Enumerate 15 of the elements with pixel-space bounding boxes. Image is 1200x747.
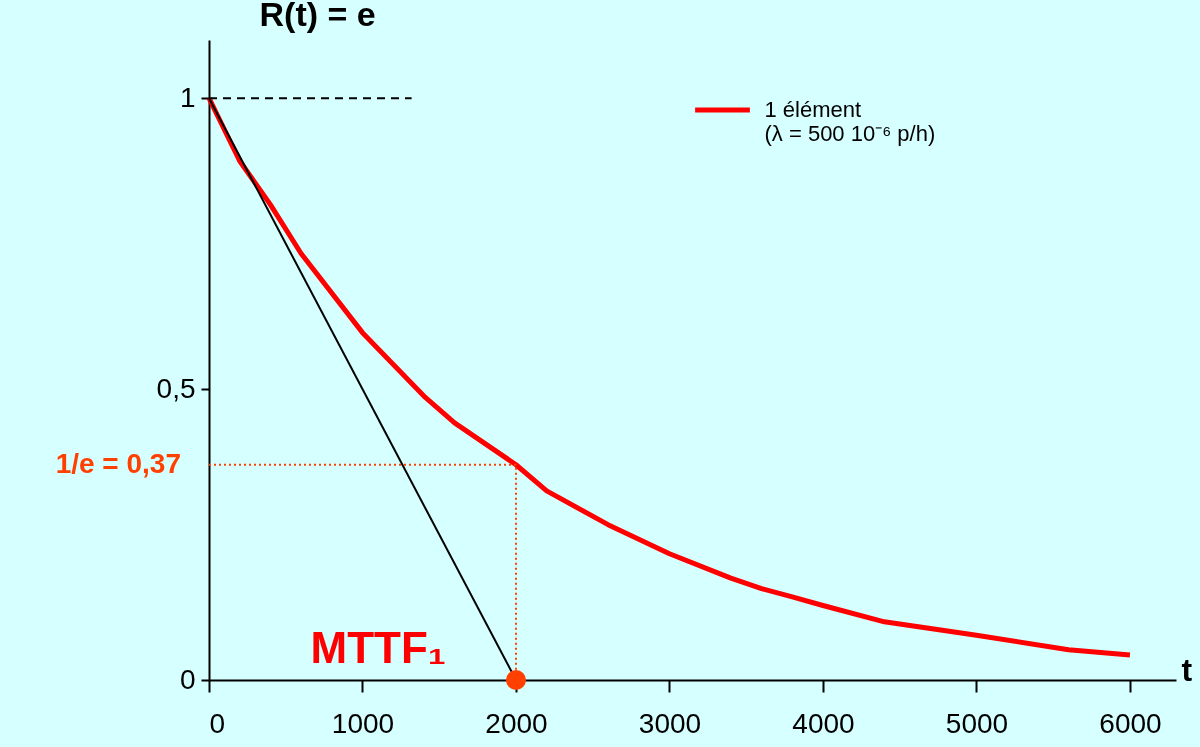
legend-label: 1 élément (λ = 500 10⁻⁶ p/h): [764, 97, 936, 146]
x-tick-label: 5000: [945, 707, 1009, 739]
y-tick-label: 0: [179, 663, 196, 695]
y-tick-label: 0,5: [156, 372, 196, 404]
x-tick-label: 0: [209, 707, 226, 739]
annotation: MTTF₁: [310, 623, 446, 672]
x-tick-label: 3000: [638, 707, 702, 739]
annotation: 1/e = 0,37: [55, 447, 181, 479]
x-tick-label: 2000: [485, 707, 548, 739]
y-tick-label: 1: [179, 81, 196, 113]
x-tick-label: 6000: [1099, 707, 1162, 739]
y-axis-title: R(t) = e: [259, 0, 376, 33]
x-tick-label: 1000: [331, 707, 395, 739]
x-axis-title: t: [1181, 651, 1193, 688]
x-tick-label: 4000: [792, 707, 855, 739]
